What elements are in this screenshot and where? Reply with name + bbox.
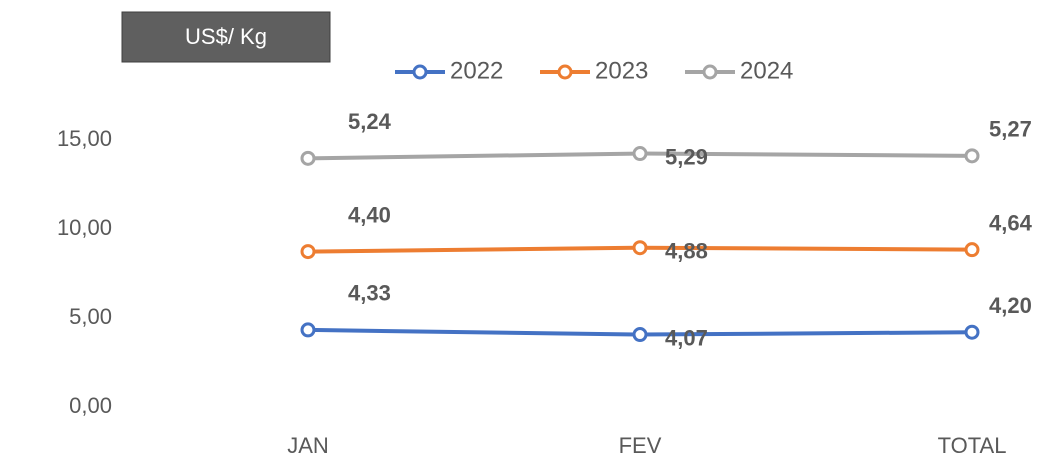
data-label: 4,88 [665,239,708,264]
legend-marker [702,64,718,80]
title-box [121,11,331,63]
data-label: 5,29 [665,144,708,169]
y-tick-label: 5,00 [69,304,112,329]
data-label: 5,24 [348,109,392,134]
x-tick-label: TOTAL [938,433,1007,458]
point [632,240,648,256]
legend-label: 2024 [740,57,793,84]
y-tick-label: 10,00 [57,215,112,240]
data-label: 4,33 [348,281,391,306]
legend-marker [557,64,573,80]
y-tick-label: 0,00 [69,393,112,418]
data-label: 5,27 [989,117,1032,142]
data-label: 4,20 [989,293,1032,318]
point [964,242,980,258]
legend-marker [412,64,428,80]
legend-label: 2022 [450,57,503,84]
point [300,150,316,166]
point [632,327,648,343]
point [632,146,648,162]
data-label: 4,40 [348,202,391,227]
point [300,322,316,338]
data-label: 4,64 [989,210,1033,235]
chart-title: US$/ Kg [185,24,267,49]
point [964,148,980,164]
data-label: 4,07 [665,325,708,350]
x-tick-label: FEV [619,433,662,458]
legend-label: 2023 [595,57,648,84]
x-tick-label: JAN [287,433,329,458]
y-tick-label: 15,00 [57,126,112,151]
point [300,244,316,260]
point [964,324,980,340]
